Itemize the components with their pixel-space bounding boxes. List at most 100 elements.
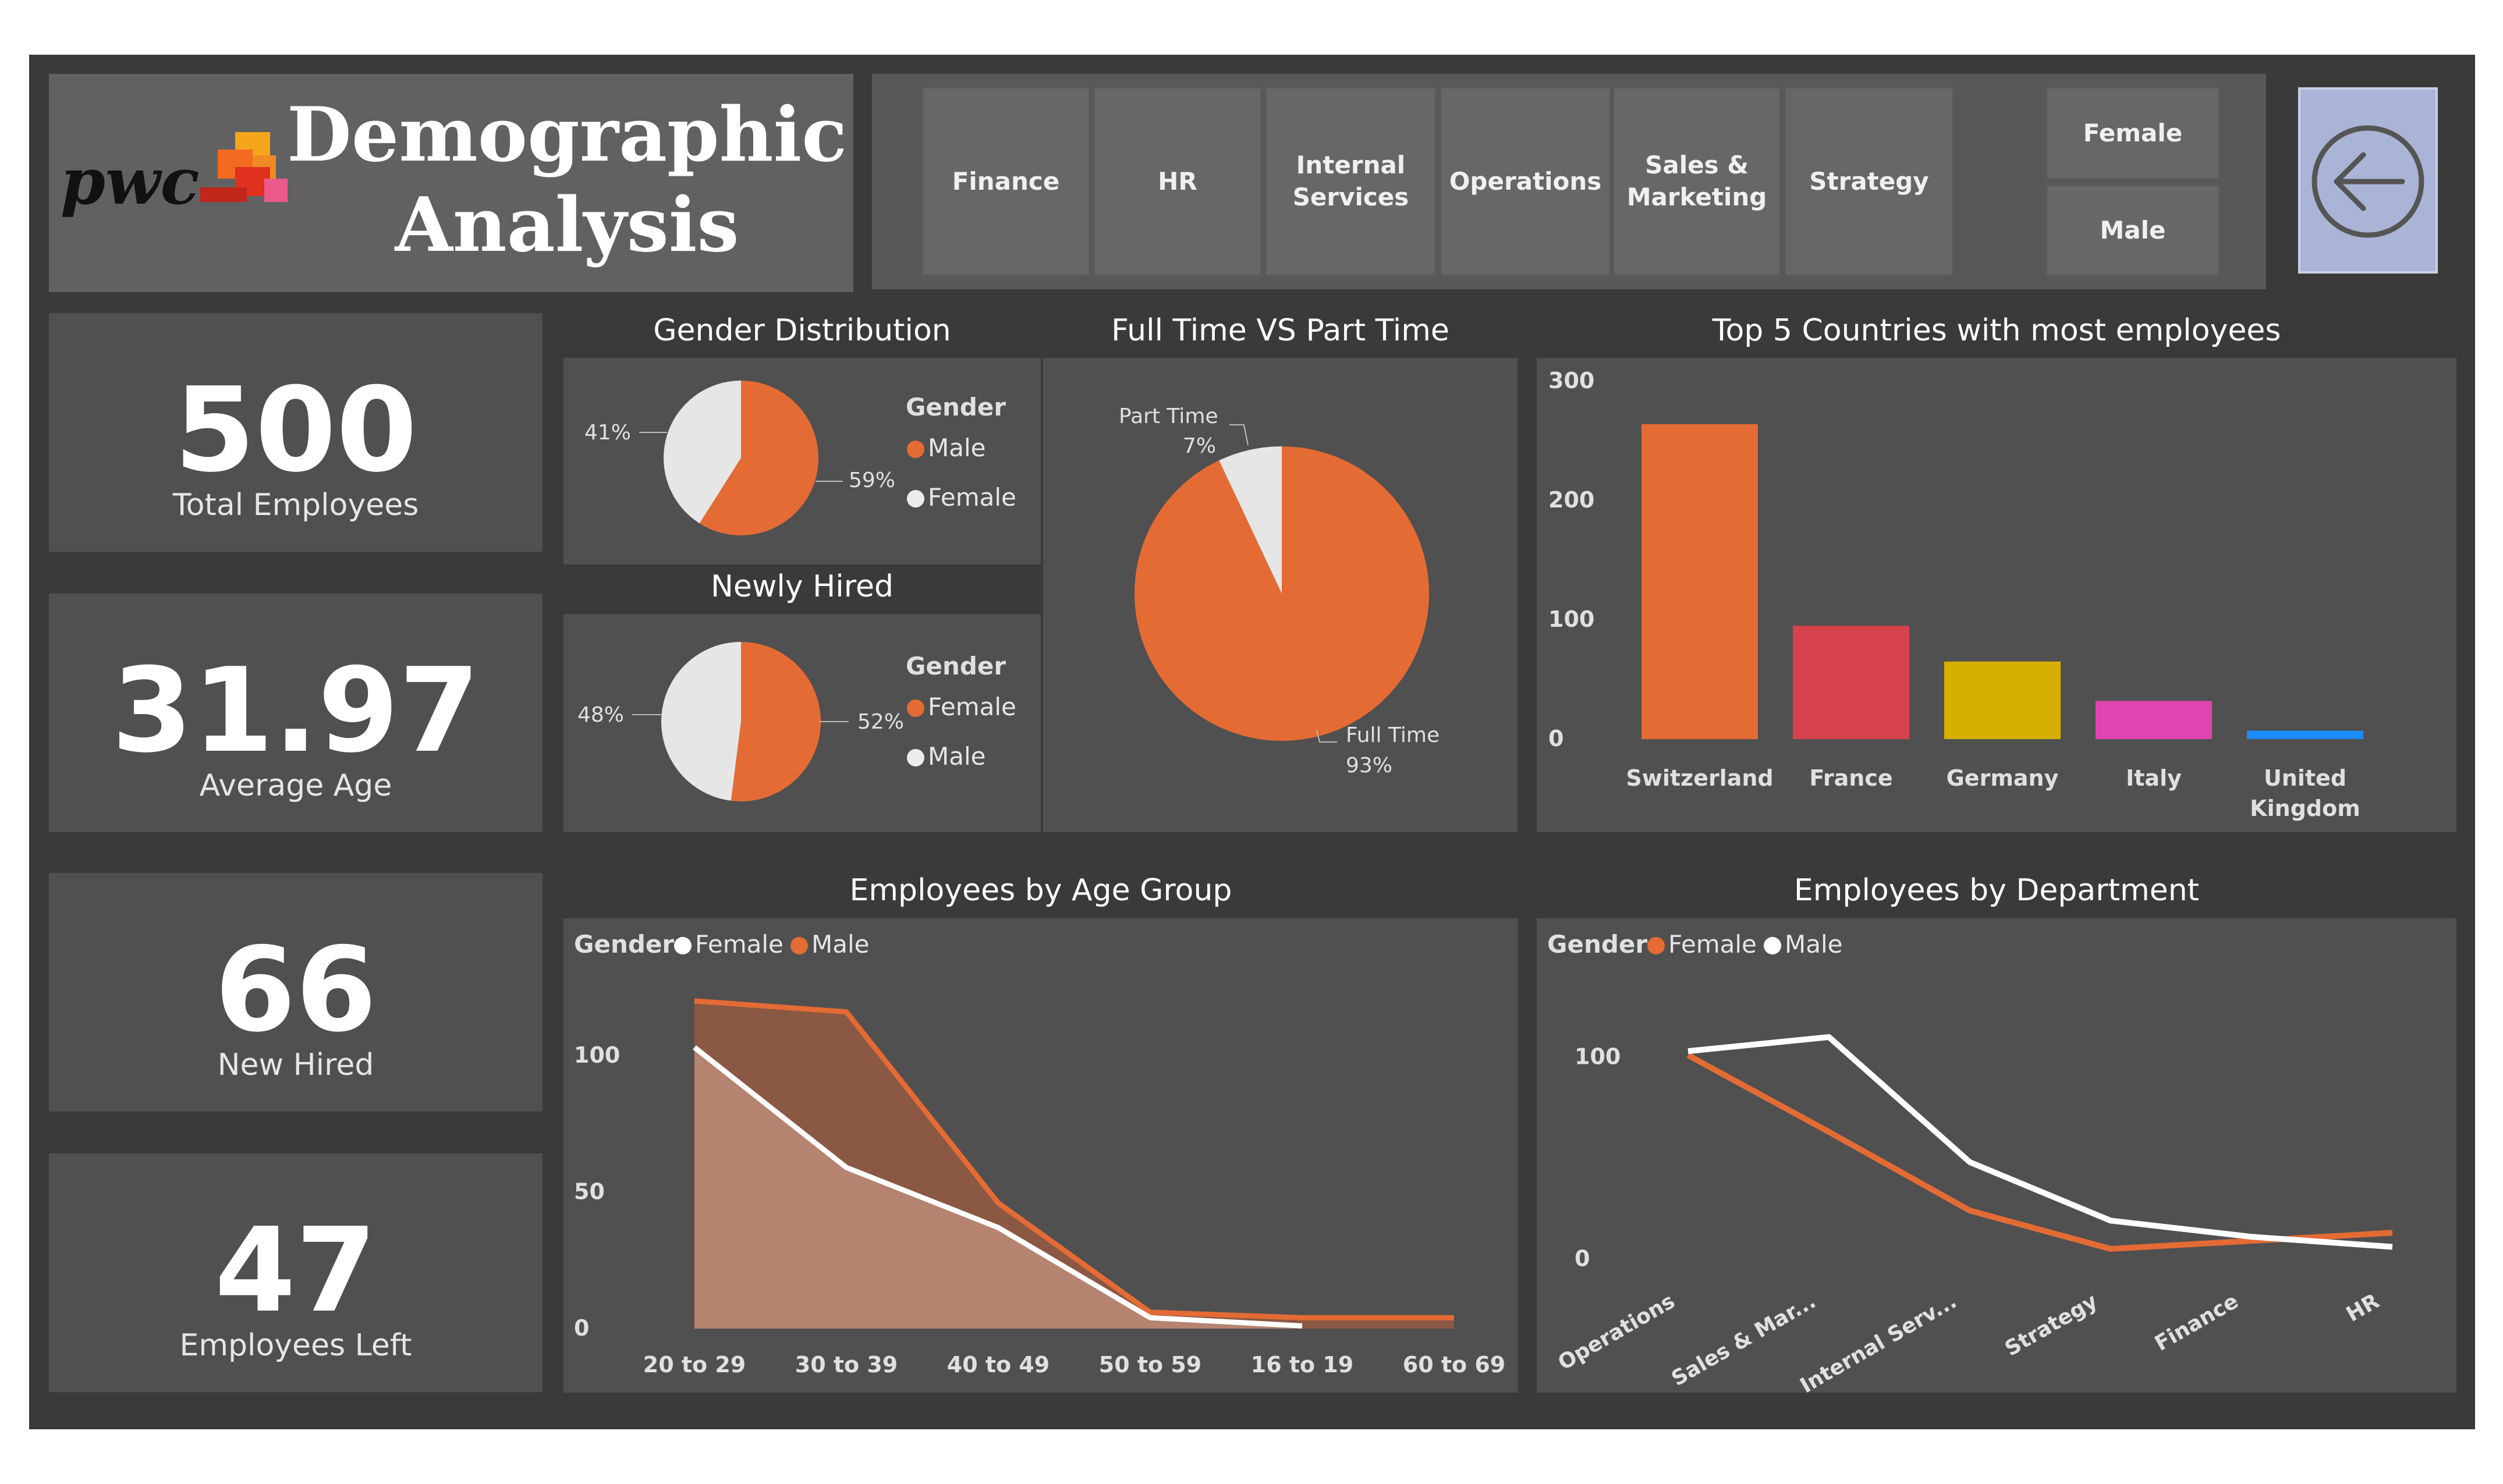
legend-label: Female <box>695 930 783 958</box>
legend-title: Gender <box>906 652 1006 680</box>
y-tick-label: 200 <box>1548 487 1594 513</box>
legend-dot <box>907 441 924 458</box>
x-tick-label: Kingdom <box>2250 796 2360 821</box>
x-tick-label: France <box>1809 765 1892 791</box>
y-tick-label: 0 <box>574 1315 589 1341</box>
dept-button-operations[interactable]: Operations <box>1440 87 1611 276</box>
kpi-label: Average Age <box>199 768 392 803</box>
back-arrow-icon <box>2311 125 2424 238</box>
legend-item-male: Male <box>1764 930 1842 958</box>
top-countries-panel[interactable]: 0 100 200 300 Switzerland France Germany Italy U… <box>1537 358 2456 832</box>
gender-button-female[interactable]: Female <box>2045 87 2220 180</box>
department-title: Employees by Department <box>1793 873 2200 908</box>
legend-dot <box>907 700 924 717</box>
back-button[interactable] <box>2298 87 2438 274</box>
legend-label: Male <box>928 742 986 771</box>
pie-slice-full-time[interactable] <box>1134 446 1429 741</box>
y-tick-label: 100 <box>1575 1044 1621 1070</box>
page-title-line2: Analysis <box>395 182 739 269</box>
top-countries-bar-chart: 0 100 200 300 Switzerland France Germany Italy U… <box>1548 368 2363 821</box>
department-panel[interactable]: Gender Female Male 0 100 Operations Sales &… <box>1537 918 2456 1393</box>
legend-title: Gender <box>1547 930 1648 958</box>
newly-hired-title-bar <box>563 567 1041 608</box>
kpi-value: 31.97 <box>111 643 480 779</box>
line-male[interactable] <box>694 998 1454 1320</box>
kpi-card-total-employees: 500 Total Employees <box>49 313 543 552</box>
legend-item-male: Male <box>907 434 985 462</box>
x-tick-label: 40 to 49 <box>947 1352 1050 1378</box>
pie-label-female: 52% <box>857 710 904 734</box>
age-group-title: Employees by Age Group <box>849 873 1232 908</box>
x-tick-label: Germany <box>1947 765 2059 791</box>
full-part-time-panel[interactable]: Part Time 7% Full Time 93% <box>1043 358 1518 832</box>
pie-label-male: 48% <box>577 703 624 727</box>
kpi-label: Total Employees <box>172 488 419 523</box>
x-tick-label: Strategy <box>2001 1289 2102 1361</box>
gender-distribution-title: Gender Distribution <box>653 313 951 348</box>
dept-button-strategy[interactable]: Strategy <box>1784 87 1954 276</box>
bar-switzerland[interactable] <box>1642 424 1758 739</box>
dept-button-sales-marketing[interactable]: Sales & Marketing <box>1612 87 1781 276</box>
y-tick-label: 50 <box>574 1178 605 1204</box>
kpi-label: Employees Left <box>179 1328 412 1363</box>
slicer-panel: Finance HR Internal Services Operations … <box>872 74 2266 289</box>
legend-item-female: Female <box>674 930 783 958</box>
bar-italy[interactable] <box>2096 701 2212 739</box>
logo-text: pwc <box>61 144 200 219</box>
x-tick-label: Finance <box>2151 1289 2243 1356</box>
kpi-value: 66 <box>214 922 377 1058</box>
newly-hired-pie: 48% 52% <box>577 642 904 801</box>
legend-dot <box>907 490 924 507</box>
pwc-logo: pwc <box>61 132 317 237</box>
kpi-value: 500 <box>174 363 417 498</box>
legend-dot <box>790 937 808 954</box>
area-female <box>694 1047 1302 1329</box>
pie-slice-female[interactable] <box>664 381 741 524</box>
line-male[interactable] <box>1687 1034 2393 1250</box>
y-tick-label: 0 <box>1575 1245 1590 1271</box>
y-tick-label: 100 <box>1548 606 1594 632</box>
top-countries-title: Top 5 Countries with most employees <box>1712 313 2281 348</box>
pie-slice-male[interactable] <box>661 642 741 801</box>
legend-item-female: Female <box>1647 930 1757 958</box>
legend-dot <box>1764 937 1781 954</box>
full-part-time-pie: Part Time 7% Full Time 93% <box>1119 404 1440 777</box>
line-female[interactable] <box>1686 1052 2393 1252</box>
dept-button-internal-services[interactable]: Internal Services <box>1265 87 1437 276</box>
age-group-area-chart: 0 50 100 20 to 29 30 to 39 40 to 49 50 to 59 16… <box>574 998 1505 1378</box>
pie-slice-part-time[interactable] <box>1219 446 1282 594</box>
y-tick-label: 100 <box>574 1042 620 1068</box>
legend-item-male: Male <box>790 930 869 958</box>
pie-label-male: 59% <box>849 468 895 492</box>
newly-hired-panel[interactable]: 48% 52% Gender Female Male <box>563 614 1041 832</box>
legend-label: Male <box>1785 930 1843 958</box>
title-panel: pwc Demographic Analysis <box>49 74 853 292</box>
page-title-line1: Demographic <box>286 91 848 179</box>
logo-blocks <box>200 132 317 219</box>
legend-label: Female <box>928 693 1016 721</box>
dept-button-hr[interactable]: HR <box>1093 87 1262 276</box>
gender-button-male[interactable]: Male <box>2045 184 2220 276</box>
y-tick-label: 0 <box>1548 726 1564 751</box>
newly-hired-title: Newly Hired <box>711 569 894 604</box>
pie-slice-female[interactable] <box>731 642 821 801</box>
full-part-time-title: Full Time VS Part Time <box>1111 313 1449 348</box>
pie-label-full-time-pct: 93% <box>1346 754 1392 777</box>
x-tick-label: Italy <box>2126 765 2182 791</box>
age-group-panel[interactable]: Gender Female Male 0 50 100 20 to 29 30 to 3… <box>563 918 1518 1393</box>
x-tick-label: Internal Serv... <box>1796 1289 1961 1393</box>
bar-germany[interactable] <box>1944 661 2061 739</box>
bar-united-kingdom[interactable] <box>2247 730 2363 739</box>
pie-label-female: 41% <box>584 421 631 445</box>
gender-distribution-pie: 41% 59% <box>584 381 895 535</box>
x-tick-label: HR <box>2342 1289 2384 1326</box>
x-tick-label: 20 to 29 <box>643 1352 746 1378</box>
pie-slice-male[interactable] <box>699 381 818 535</box>
legend-item-male: Male <box>907 742 985 771</box>
line-female[interactable] <box>693 1045 1303 1329</box>
x-tick-label: 50 to 59 <box>1099 1352 1202 1378</box>
gender-distribution-panel[interactable]: 41% 59% Gender Male Female <box>563 358 1041 565</box>
kpi-value: 47 <box>214 1203 377 1339</box>
bar-france[interactable] <box>1793 626 1909 739</box>
dept-button-finance[interactable]: Finance <box>921 87 1090 276</box>
